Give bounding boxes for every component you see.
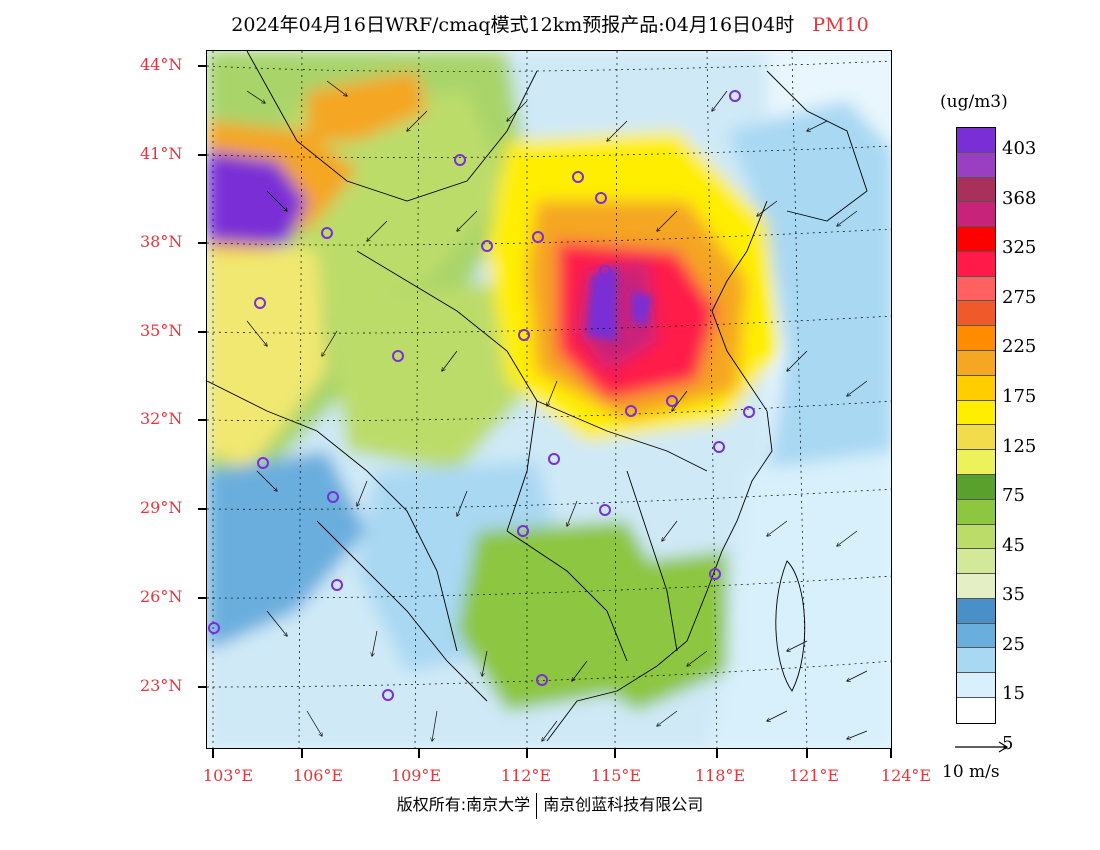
colorbar-label: 25 bbox=[1002, 633, 1025, 655]
lon-label-124: 124°E bbox=[880, 766, 932, 785]
colorbar-segment bbox=[957, 697, 995, 723]
pollution-shading bbox=[207, 51, 891, 748]
lat-tick bbox=[198, 597, 207, 599]
lon-tick bbox=[614, 749, 616, 758]
lon-label-121: 121°E bbox=[788, 766, 840, 785]
lat-tick bbox=[198, 65, 207, 67]
colorbar-segment bbox=[957, 152, 995, 178]
colorbar-segment bbox=[957, 549, 995, 575]
lat-label-41: 41°N bbox=[140, 144, 183, 163]
colorbar-segment bbox=[957, 499, 995, 525]
title-variable: PM10 bbox=[812, 14, 869, 36]
lat-tick bbox=[198, 686, 207, 688]
colorbar-label: 35 bbox=[1002, 584, 1025, 606]
lon-label-112: 112°E bbox=[500, 766, 552, 785]
lon-label-103: 103°E bbox=[202, 766, 254, 785]
colorbar-label: 368 bbox=[1002, 187, 1037, 209]
colorbar-label: 403 bbox=[1002, 138, 1037, 159]
station-markers bbox=[208, 90, 755, 701]
copyright-left: 版权所有:南京大学 bbox=[396, 795, 531, 814]
colorbar bbox=[956, 127, 996, 724]
colorbar-segment bbox=[957, 251, 995, 277]
colorbar-label: 325 bbox=[1002, 237, 1037, 259]
lon-tick bbox=[212, 749, 214, 758]
colorbar-label: 15 bbox=[1002, 683, 1025, 705]
colorbar-label: 125 bbox=[1002, 435, 1037, 457]
colorbar-segment bbox=[957, 574, 995, 599]
lon-label-118: 118°E bbox=[694, 766, 746, 785]
lon-tick bbox=[806, 749, 808, 758]
lon-tick bbox=[301, 749, 303, 758]
lon-tick bbox=[716, 749, 718, 758]
colorbar-label: 225 bbox=[1002, 336, 1037, 358]
colorbar-segment bbox=[957, 450, 995, 475]
lon-tick bbox=[418, 749, 420, 758]
lat-tick bbox=[198, 508, 207, 510]
lon-label-115: 115°E bbox=[590, 766, 642, 785]
map-title: 2024年04月16日WRF/cmaq模式12km预报产品:04月16日04时 … bbox=[0, 10, 1100, 37]
colorbar-segment bbox=[957, 400, 995, 426]
colorbar-segment bbox=[957, 301, 995, 327]
colorbar-segment bbox=[957, 425, 995, 451]
lat-tick bbox=[198, 242, 207, 244]
colorbar-segment bbox=[957, 524, 995, 550]
lat-tick bbox=[198, 154, 207, 156]
wind-vectors bbox=[246, 80, 868, 741]
wind-legend-arrow-icon bbox=[955, 741, 1009, 753]
colorbar-label: 175 bbox=[1002, 385, 1037, 407]
pm10-field bbox=[207, 51, 891, 748]
colorbar-segment bbox=[957, 598, 995, 624]
colorbar-segment bbox=[957, 351, 995, 376]
colorbar-segment bbox=[957, 673, 995, 698]
colorbar-segment bbox=[957, 648, 995, 674]
copyright: 版权所有:南京大学 南京创蓝科技有限公司 bbox=[0, 791, 1100, 819]
colorbar-unit: (ug/m3) bbox=[940, 92, 1008, 112]
map-area bbox=[206, 50, 892, 749]
lat-label-29: 29°N bbox=[140, 498, 183, 517]
colorbar-label: 275 bbox=[1002, 286, 1037, 308]
lat-label-38: 38°N bbox=[140, 232, 183, 251]
colorbar-segment bbox=[957, 474, 995, 500]
lon-label-106: 106°E bbox=[292, 766, 344, 785]
colorbar-segment bbox=[957, 276, 995, 302]
colorbar-segment bbox=[957, 202, 995, 228]
lat-label-26: 26°N bbox=[140, 587, 183, 606]
lon-tick bbox=[890, 749, 892, 758]
colorbar-label: 5 bbox=[1002, 733, 1014, 754]
lon-tick bbox=[526, 749, 528, 758]
colorbar-label: 75 bbox=[1002, 485, 1025, 507]
wind-legend-label: 10 m/s bbox=[942, 762, 1000, 782]
colorbar-label: 45 bbox=[1002, 534, 1025, 556]
lon-label-109: 109°E bbox=[390, 766, 442, 785]
lat-label-32: 32°N bbox=[140, 409, 183, 428]
colorbar-segment bbox=[957, 375, 995, 401]
title-main: 2024年04月16日WRF/cmaq模式12km预报产品:04月16日04时 bbox=[231, 14, 795, 36]
lat-label-35: 35°N bbox=[140, 321, 183, 340]
lat-label-44: 44°N bbox=[140, 55, 183, 74]
colorbar-segment bbox=[957, 326, 995, 352]
colorbar-segment bbox=[957, 227, 995, 252]
hotspot-core bbox=[587, 266, 652, 341]
lat-tick bbox=[198, 419, 207, 421]
lat-label-23: 23°N bbox=[140, 676, 183, 695]
boundaries bbox=[207, 51, 868, 742]
colorbar-segment bbox=[957, 128, 995, 153]
colorbar-segment bbox=[957, 177, 995, 203]
lat-tick bbox=[198, 331, 207, 333]
colorbar-segment bbox=[957, 623, 995, 649]
copyright-right: 南京创蓝科技有限公司 bbox=[543, 795, 704, 814]
copyright-separator bbox=[536, 792, 538, 819]
